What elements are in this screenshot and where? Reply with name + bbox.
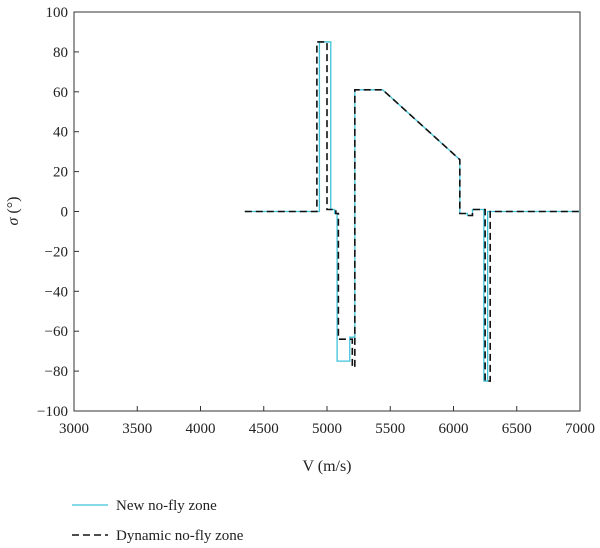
y-tick-label: 40 — [53, 125, 68, 141]
y-tick-label: −40 — [45, 284, 68, 300]
series-layer — [244, 41, 580, 382]
series-line-dynamic-no-fly-zone — [244, 41, 580, 382]
x-tick-label: 7000 — [565, 421, 595, 437]
legend-item-dynamic-no-fly-zone: Dynamic no-fly zone — [72, 528, 244, 544]
y-tick-label: 100 — [46, 5, 69, 21]
y-tick-label: −100 — [37, 404, 68, 420]
legend-label-dynamic-no-fly-zone: Dynamic no-fly zone — [116, 528, 244, 544]
y-tick-label: 0 — [61, 205, 69, 221]
x-tick-label: 6000 — [439, 421, 469, 437]
y-tick-label: 60 — [53, 85, 68, 101]
legend-item-new-no-fly-zone: New no-fly zone — [72, 498, 217, 514]
x-tick-label: 4500 — [249, 421, 279, 437]
y-tick-label: −20 — [45, 244, 68, 260]
legend-label-new-no-fly-zone: New no-fly zone — [116, 498, 217, 514]
y-tick-label: 80 — [53, 45, 68, 61]
x-axis-ticks: 3000 3500 4000 4500 5000 5500 6000 6500 7000 — [59, 406, 595, 437]
y-tick-label: −80 — [45, 364, 68, 380]
x-tick-label: 5000 — [312, 421, 342, 437]
legend: New no-fly zone Dynamic no-fly zone — [72, 498, 244, 544]
y-axis-ticks: −100 −80 −60 −40 −20 0 20 40 60 80 100 — [37, 5, 79, 420]
y-tick-label: −60 — [45, 324, 68, 340]
y-axis-unit: (°) — [5, 197, 22, 218]
x-tick-label: 3500 — [122, 421, 152, 437]
y-tick-label: 20 — [53, 165, 68, 181]
x-tick-label: 6500 — [502, 421, 532, 437]
x-tick-label: 3000 — [59, 421, 89, 437]
y-axis-title: σ (°) — [5, 197, 22, 226]
x-axis-title: V (m/s) — [302, 458, 351, 475]
y-axis-symbol: σ — [5, 216, 22, 225]
x-tick-label: 4000 — [186, 421, 216, 437]
x-tick-label: 5500 — [375, 421, 405, 437]
